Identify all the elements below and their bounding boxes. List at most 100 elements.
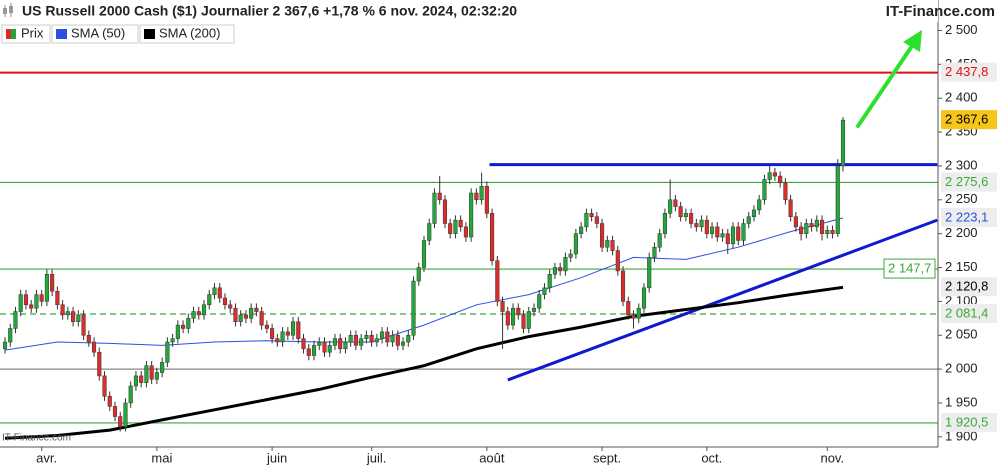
level-label: 2 367,6: [945, 112, 988, 127]
header-bar: [0, 0, 938, 22]
chart-title: US Russell 2000 Cash ($1) Journalier 2 3…: [22, 3, 517, 19]
candle-body: [694, 223, 699, 228]
legend-label: Prix: [21, 25, 44, 40]
candle-body: [547, 274, 552, 289]
candle-body: [830, 230, 835, 234]
candle-body: [594, 216, 599, 224]
candle-body: [835, 165, 840, 234]
y-tick-label: 2 050: [945, 327, 978, 342]
candle-body: [542, 287, 547, 295]
candle-body: [563, 257, 568, 272]
candle-body: [128, 385, 133, 404]
candle-body: [463, 226, 468, 238]
candle-body: [683, 213, 688, 217]
x-tick-label: août: [479, 450, 505, 465]
candle-body: [631, 314, 636, 319]
watermark: IT-Finance.com: [2, 433, 71, 444]
candle-body: [725, 233, 730, 245]
candle-body: [610, 240, 615, 251]
candle-body: [395, 335, 400, 346]
candle-body: [600, 223, 605, 248]
candle-body: [437, 192, 442, 201]
candle-body: [416, 267, 421, 282]
candle-body: [825, 230, 830, 234]
candle-body: [254, 307, 259, 312]
candle-body: [636, 307, 641, 319]
candle-body: [285, 331, 290, 336]
candle-body: [243, 314, 248, 319]
candle-body: [322, 341, 327, 353]
candle-body: [317, 341, 322, 346]
candle-body: [60, 304, 65, 316]
candle-body: [380, 331, 385, 339]
x-tick-label: juil.: [366, 450, 387, 465]
level-label-box: [941, 172, 997, 192]
x-tick-label: oct.: [701, 450, 722, 465]
candle-body: [432, 192, 437, 224]
candle-body: [799, 226, 804, 234]
candle-body: [39, 294, 44, 302]
level-label-box: [941, 208, 997, 228]
legend-swatch: [56, 29, 67, 39]
candle-body: [500, 301, 505, 312]
candle-body: [353, 335, 358, 346]
candle-body: [13, 311, 18, 329]
candle-body: [123, 402, 128, 427]
header-icon: [3, 3, 13, 17]
candle-body: [207, 294, 212, 306]
candle-body: [270, 328, 275, 339]
candle-body: [589, 213, 594, 217]
candle-body: [568, 253, 573, 258]
candle-body: [531, 307, 537, 312]
y-tick-label: 2 500: [945, 22, 978, 37]
y-tick-label: 2 200: [945, 225, 978, 240]
candle-body: [741, 223, 746, 241]
candle-body: [505, 311, 510, 326]
candle-body: [715, 226, 720, 238]
candle-body: [196, 311, 201, 316]
y-tick-label: 2 000: [945, 361, 978, 376]
candle-body: [160, 362, 165, 373]
y-tick-label: 2 250: [945, 191, 978, 206]
candle-body: [814, 219, 819, 228]
candle-body: [186, 318, 191, 329]
legend-box: [139, 24, 235, 44]
candle-body: [369, 335, 374, 343]
y-tick-label: 2 300: [945, 157, 978, 172]
candle-body: [793, 216, 798, 228]
candle-body: [385, 331, 390, 343]
candle-body: [191, 311, 196, 319]
y-tick-label: 1 950: [945, 394, 978, 409]
candle-body: [102, 375, 107, 397]
candle-body: [280, 331, 285, 343]
candle-body: [448, 223, 453, 234]
candle-body: [558, 267, 563, 272]
level-label: 2 275,6: [945, 174, 988, 189]
candle-body: [767, 172, 772, 180]
candle-body: [573, 233, 578, 255]
candle-body: [469, 192, 474, 238]
candle-body: [348, 335, 353, 343]
candle-body: [605, 240, 610, 248]
level-label-box: [941, 412, 997, 432]
candle-body: [332, 338, 338, 346]
trend-line: [507, 218, 938, 382]
candle-body: [374, 338, 379, 343]
candle-body: [495, 260, 500, 302]
candle-body: [626, 301, 631, 316]
candle-body: [343, 341, 348, 350]
candle-body: [615, 250, 620, 272]
candle-body: [301, 338, 306, 350]
candle-body: [390, 335, 395, 343]
candle-body: [259, 311, 264, 326]
level-label: 2 147,7: [888, 261, 931, 276]
candle-body: [222, 297, 228, 306]
candle-body: [233, 307, 238, 322]
candle-body: [401, 341, 406, 346]
y-tick-label: 2 400: [945, 90, 978, 105]
candle-body: [778, 175, 783, 184]
x-tick-label: juin: [266, 450, 287, 465]
candle-body: [76, 314, 81, 322]
